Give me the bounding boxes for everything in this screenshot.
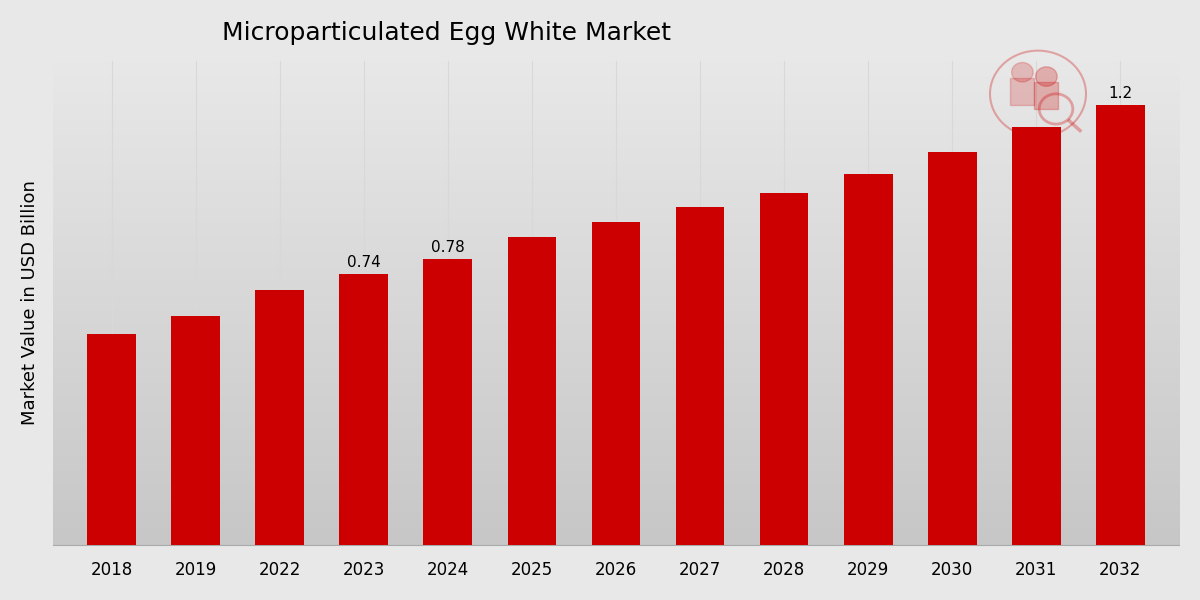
Text: 0.78: 0.78: [431, 240, 464, 255]
Bar: [676, 208, 725, 545]
Circle shape: [1036, 67, 1057, 86]
Bar: [508, 237, 557, 545]
Bar: [256, 290, 304, 545]
Bar: [1034, 82, 1058, 109]
Bar: [1010, 77, 1034, 104]
Bar: [844, 175, 893, 545]
Bar: [760, 193, 809, 545]
Text: Microparticulated Egg White Market: Microparticulated Egg White Market: [222, 21, 671, 45]
Bar: [1012, 127, 1061, 545]
Bar: [172, 316, 220, 545]
Bar: [424, 259, 472, 545]
Text: 1.2: 1.2: [1109, 86, 1133, 101]
Circle shape: [1012, 62, 1033, 82]
Text: 0.74: 0.74: [347, 255, 380, 270]
Bar: [928, 152, 977, 545]
Bar: [1096, 105, 1145, 545]
Bar: [592, 222, 641, 545]
Bar: [340, 274, 388, 545]
Bar: [88, 334, 136, 545]
Y-axis label: Market Value in USD Billion: Market Value in USD Billion: [20, 181, 38, 425]
